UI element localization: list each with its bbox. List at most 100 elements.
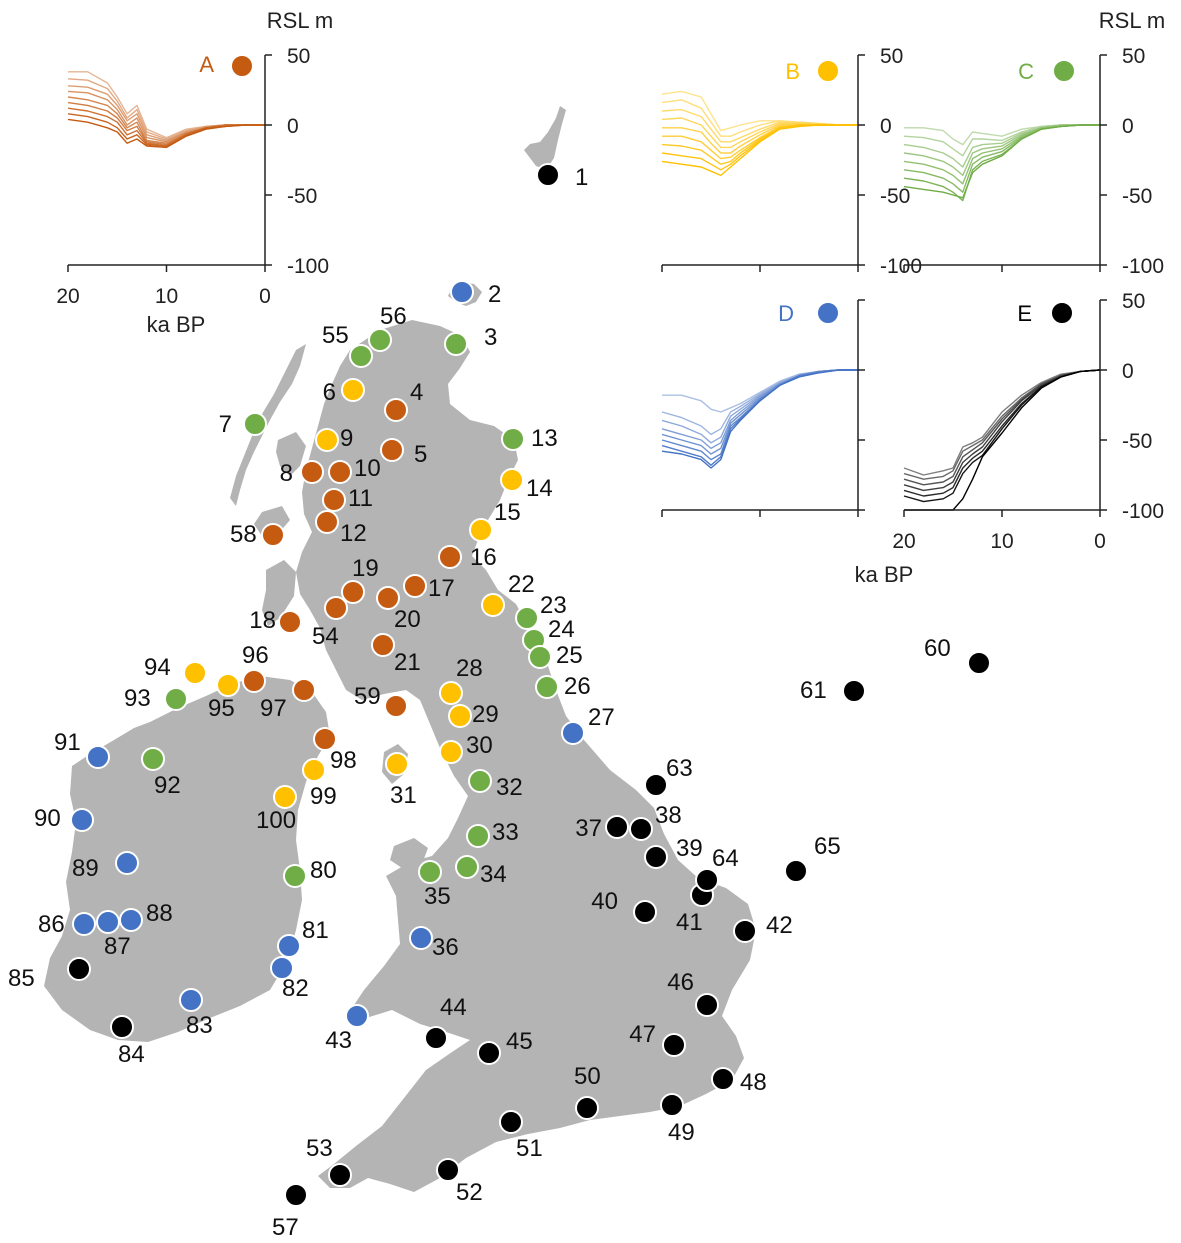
site-dot-63 <box>644 773 668 797</box>
site-label-88: 88 <box>146 900 173 927</box>
x-tick-label: 0 <box>259 285 271 308</box>
site-dot-55 <box>349 344 373 368</box>
site-dot-8 <box>300 460 324 484</box>
series-line-a-1 <box>68 71 265 139</box>
panel-legend-dot-e <box>1050 301 1074 325</box>
site-label-14: 14 <box>526 475 553 502</box>
site-dot-34 <box>455 855 479 879</box>
y-tick-label: 0 <box>1122 360 1134 383</box>
y-tick-label: -100 <box>1122 500 1164 523</box>
site-label-32: 32 <box>496 774 523 801</box>
site-dot-37 <box>605 815 629 839</box>
site-dot-39 <box>644 845 668 869</box>
site-dot-15 <box>469 518 493 542</box>
site-marker-37: 37 <box>575 815 629 842</box>
y-tick-label: -50 <box>287 185 317 208</box>
site-label-82: 82 <box>282 975 309 1002</box>
right-unit-label: RSL m <box>1099 8 1165 33</box>
site-label-81: 81 <box>302 917 329 944</box>
site-marker-57: 57 <box>272 1183 308 1241</box>
site-marker-87: 87 <box>96 910 131 960</box>
site-dot-40 <box>633 900 657 924</box>
site-marker-5: 5 <box>380 438 427 468</box>
site-marker-19: 19 <box>341 555 379 604</box>
x-tick-label: 20 <box>892 530 915 553</box>
series-line-a-4 <box>67 90 265 143</box>
site-label-86: 86 <box>38 911 65 938</box>
shetland-islands <box>524 106 566 170</box>
site-marker-30: 30 <box>439 732 493 764</box>
site-dot-91 <box>86 745 110 769</box>
site-marker-20: 20 <box>376 586 421 633</box>
series-line-e-1 <box>903 369 1101 476</box>
site-label-84: 84 <box>118 1041 145 1068</box>
site-marker-36: 36 <box>409 926 459 961</box>
site-label-65: 65 <box>814 833 841 860</box>
site-dot-51 <box>499 1110 523 1134</box>
site-dot-28 <box>439 681 463 705</box>
site-marker-90: 90 <box>34 805 94 832</box>
site-dot-33 <box>466 824 490 848</box>
site-dot-82 <box>270 956 294 980</box>
site-label-90: 90 <box>34 805 61 832</box>
site-marker-11: 11 <box>322 485 373 512</box>
site-dot-3 <box>444 332 468 356</box>
site-marker-95: 95 <box>208 673 240 722</box>
site-marker-85: 85 <box>8 957 91 992</box>
site-marker-84: 84 <box>110 1015 145 1068</box>
site-dot-29 <box>448 704 472 728</box>
site-label-91: 91 <box>54 729 81 756</box>
panel-legend-dot-a <box>230 54 254 78</box>
series-line-e-6 <box>903 369 1101 503</box>
series-line-b-9 <box>661 124 858 177</box>
site-label-98: 98 <box>330 747 357 774</box>
series-line-b-2 <box>661 99 858 137</box>
y-tick-label: 0 <box>880 115 892 138</box>
site-label-19: 19 <box>352 555 379 582</box>
site-dot-7 <box>243 412 267 436</box>
site-markers: 1234567891011121314151617181920212223242… <box>8 163 991 1241</box>
site-label-97: 97 <box>260 695 287 722</box>
site-dot-47 <box>662 1033 686 1057</box>
site-marker-61: 61 <box>800 677 866 704</box>
site-marker-3: 3 <box>444 324 497 356</box>
site-dot-85 <box>67 957 91 981</box>
site-marker-100: 100 <box>256 785 297 834</box>
site-marker-63: 63 <box>644 755 693 797</box>
x-tick-label: 10 <box>155 285 178 308</box>
series-line-e-3 <box>903 369 1101 486</box>
site-marker-94: 94 <box>144 654 207 685</box>
site-marker-8: 8 <box>280 460 324 487</box>
site-dot-30 <box>439 740 463 764</box>
site-label-42: 42 <box>766 912 793 939</box>
site-marker-98: 98 <box>313 727 357 774</box>
site-label-87: 87 <box>104 933 131 960</box>
site-dot-48 <box>711 1067 735 1091</box>
right-xlabel: ka BP <box>855 562 914 587</box>
site-label-46: 46 <box>667 969 694 996</box>
series-line-d-3 <box>661 369 858 444</box>
site-dot-49 <box>660 1093 684 1117</box>
site-label-16: 16 <box>470 544 497 571</box>
site-dot-100 <box>273 785 297 809</box>
left-unit-label: RSL m <box>267 8 333 33</box>
site-label-10: 10 <box>354 455 381 482</box>
y-tick-label: -100 <box>287 255 329 278</box>
site-label-17: 17 <box>428 575 455 602</box>
site-label-23: 23 <box>540 592 567 619</box>
site-dot-21 <box>371 633 395 657</box>
site-dot-25 <box>528 645 552 669</box>
site-dot-96 <box>242 669 266 693</box>
series-line-c-1 <box>904 124 1100 146</box>
site-marker-38: 38 <box>629 802 682 841</box>
x-tick-label: 20 <box>56 285 79 308</box>
site-dot-54 <box>324 596 348 620</box>
site-dot-31 <box>385 752 409 776</box>
site-dot-17 <box>403 574 427 598</box>
site-dot-5 <box>380 438 404 462</box>
site-label-45: 45 <box>506 1028 533 1055</box>
site-dot-87 <box>96 910 120 934</box>
x-tick-label: 10 <box>990 530 1013 553</box>
